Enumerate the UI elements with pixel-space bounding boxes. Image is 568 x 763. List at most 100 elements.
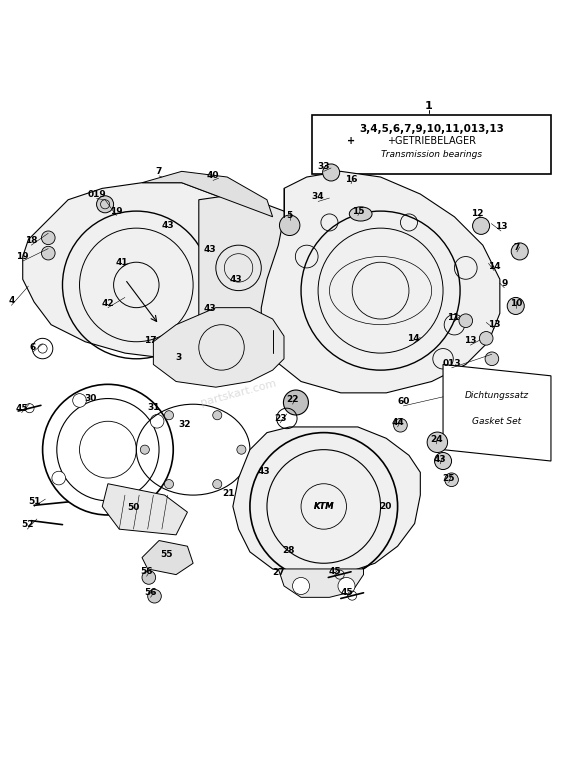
Text: Transmission bearings: Transmission bearings: [381, 150, 482, 159]
Text: 56: 56: [140, 567, 153, 576]
Text: 45: 45: [329, 567, 341, 576]
Text: 10: 10: [509, 299, 522, 308]
Text: 44: 44: [391, 418, 404, 427]
Text: 7: 7: [156, 167, 162, 175]
Text: 45: 45: [340, 588, 353, 597]
Text: 6: 6: [30, 343, 36, 352]
Polygon shape: [278, 569, 364, 597]
Text: 30: 30: [85, 394, 97, 403]
Text: 3: 3: [176, 353, 182, 362]
Polygon shape: [142, 172, 273, 217]
Text: 19: 19: [16, 252, 29, 261]
Circle shape: [73, 394, 86, 407]
Polygon shape: [199, 194, 295, 353]
Text: 28: 28: [282, 546, 295, 555]
Circle shape: [165, 410, 174, 420]
Text: partskart.com: partskart.com: [199, 378, 278, 407]
Text: 9: 9: [501, 278, 508, 288]
Text: 40: 40: [207, 172, 219, 180]
Text: 50: 50: [127, 503, 140, 512]
Text: 43: 43: [204, 304, 216, 314]
Circle shape: [41, 246, 55, 260]
Circle shape: [485, 352, 499, 365]
Text: 13: 13: [488, 320, 500, 329]
FancyBboxPatch shape: [312, 114, 551, 174]
Text: 22: 22: [286, 395, 299, 404]
Circle shape: [142, 571, 156, 584]
Polygon shape: [443, 365, 551, 461]
Text: 41: 41: [116, 258, 128, 267]
Text: 18: 18: [25, 236, 37, 245]
Text: 51: 51: [28, 497, 40, 507]
Text: 13: 13: [495, 222, 507, 231]
Ellipse shape: [349, 207, 372, 221]
Text: 14: 14: [407, 334, 420, 343]
Text: 56: 56: [144, 588, 157, 597]
Text: 4: 4: [8, 296, 15, 305]
Text: 7: 7: [513, 243, 520, 252]
Text: 25: 25: [442, 474, 455, 482]
Polygon shape: [233, 427, 420, 575]
Text: 12: 12: [471, 209, 483, 218]
Circle shape: [283, 390, 308, 415]
Circle shape: [213, 480, 222, 488]
Text: Gasket Set: Gasket Set: [473, 417, 521, 426]
Polygon shape: [261, 172, 500, 393]
Circle shape: [41, 231, 55, 245]
Text: 19: 19: [110, 207, 123, 216]
Polygon shape: [142, 540, 193, 575]
Text: 24: 24: [430, 435, 442, 444]
Text: 43: 43: [229, 275, 242, 284]
Text: KTM: KTM: [314, 502, 334, 511]
Text: +: +: [347, 137, 355, 146]
Circle shape: [427, 432, 448, 452]
Text: 5: 5: [286, 211, 293, 221]
Circle shape: [459, 314, 473, 327]
Text: +GETRIEBELAGER: +GETRIEBELAGER: [387, 137, 476, 146]
Polygon shape: [102, 484, 187, 535]
Text: Dichtungssatz: Dichtungssatz: [465, 391, 529, 401]
Circle shape: [52, 472, 65, 485]
Circle shape: [237, 445, 246, 454]
Circle shape: [394, 418, 407, 432]
Circle shape: [479, 331, 493, 345]
Circle shape: [511, 243, 528, 260]
Circle shape: [473, 217, 490, 234]
Text: KTM: KTM: [314, 502, 334, 511]
Text: 33: 33: [318, 163, 330, 172]
Text: 34: 34: [312, 192, 324, 201]
Text: 45: 45: [15, 404, 28, 413]
Text: 43: 43: [161, 221, 174, 230]
Circle shape: [445, 473, 458, 487]
Circle shape: [97, 196, 114, 213]
Circle shape: [140, 445, 149, 454]
Text: 3,4,5,6,7,9,10,11,013,13: 3,4,5,6,7,9,10,11,013,13: [359, 124, 504, 134]
Text: 60: 60: [397, 397, 410, 406]
Circle shape: [279, 215, 300, 236]
Text: 31: 31: [147, 403, 160, 411]
Text: 55: 55: [160, 550, 173, 559]
Text: 43: 43: [258, 467, 270, 476]
Circle shape: [165, 480, 174, 488]
Circle shape: [130, 492, 143, 506]
Text: 27: 27: [272, 568, 285, 578]
Text: 11: 11: [447, 314, 460, 323]
Text: 42: 42: [102, 298, 114, 307]
Text: 43: 43: [204, 245, 216, 253]
Text: 16: 16: [345, 175, 357, 184]
Text: 23: 23: [274, 414, 286, 423]
Circle shape: [323, 164, 340, 181]
Circle shape: [293, 578, 310, 594]
Circle shape: [151, 414, 164, 428]
Text: 21: 21: [223, 489, 235, 498]
Text: 43: 43: [434, 455, 446, 464]
Text: 15: 15: [352, 207, 364, 216]
Text: 1: 1: [425, 101, 433, 111]
Polygon shape: [23, 182, 295, 359]
Circle shape: [338, 578, 355, 594]
Circle shape: [213, 410, 222, 420]
Text: 14: 14: [488, 262, 500, 271]
Circle shape: [507, 298, 524, 314]
Circle shape: [148, 589, 161, 603]
Text: 32: 32: [178, 420, 191, 429]
